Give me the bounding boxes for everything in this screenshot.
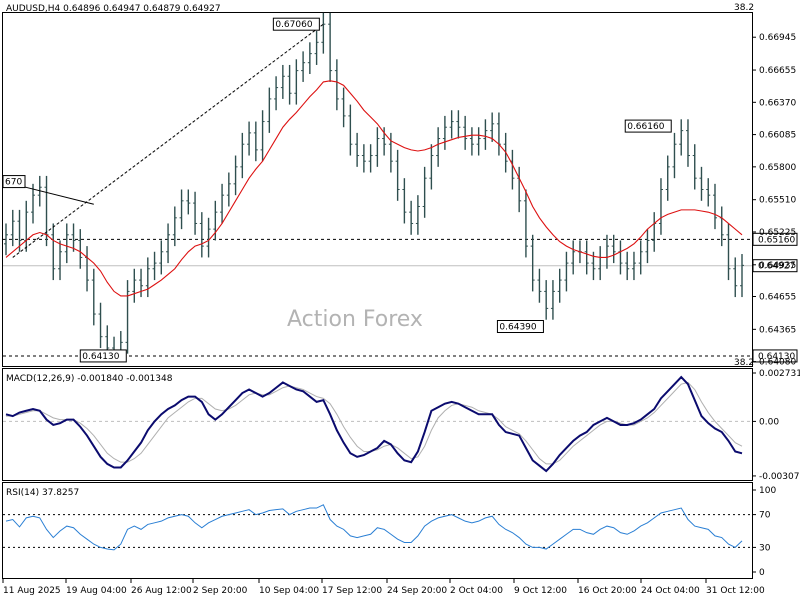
price-annotation-box: [272, 17, 320, 31]
macd-header: MACD(12,26,9) -0.001840 -0.001348: [6, 374, 173, 384]
x-tick-label: 24 Sep 20:00: [387, 586, 447, 596]
rsi-tick-label: 70: [759, 511, 771, 521]
current-price-box: [752, 259, 798, 273]
price-tick-label: 0.64080: [759, 358, 796, 368]
price-tick-label: 0.64935: [759, 261, 796, 271]
x-tick-label: 17 Sep 12:00: [322, 586, 382, 596]
x-tick-label: 19 Aug 04:00: [66, 586, 127, 596]
price-annotation-box: [496, 320, 544, 334]
price-annotation-box: [624, 119, 672, 133]
price-annotation-box: [79, 349, 127, 363]
x-tick-label: 16 Oct 20:00: [578, 586, 637, 596]
price-tick-label: 0.65510: [759, 196, 796, 206]
x-tick-label: 10 Sep 04:00: [259, 586, 319, 596]
macd-line: [5, 375, 743, 473]
macd-tick-label: 0.002731: [759, 369, 800, 379]
fib-label-bottom: 38.2: [734, 358, 754, 368]
price-tick-label: 0.66945: [759, 33, 796, 43]
price-tick-label: 0.65225: [759, 228, 796, 238]
x-tick-label: 24 Oct 04:00: [641, 586, 700, 596]
price-tick-label: 0.64365: [759, 325, 796, 335]
rsi-tick-label: 0: [759, 568, 765, 578]
rsi-tick-label: 100: [759, 486, 776, 496]
price-tick-label: 0.66655: [759, 66, 796, 76]
price-tick-label: 0.65800: [759, 163, 796, 173]
x-tick-label: 2 Oct 04:00: [450, 586, 503, 596]
x-tick-label: 11 Aug 2025: [3, 586, 61, 596]
price-panel: [2, 12, 753, 367]
price-tick-label: 0.64655: [759, 292, 796, 302]
level-line-label: 0.65160: [758, 235, 795, 245]
rsi-tick-label: 30: [759, 543, 771, 553]
rsi-panel: [2, 482, 753, 579]
level-line-box: [752, 232, 798, 246]
x-tick-label: 2 Sep 20:00: [193, 586, 248, 596]
support-line-label: 0.64130: [758, 352, 795, 362]
fib-label-top: 38.2: [734, 3, 754, 13]
price-tick-label: 0.66085: [759, 131, 796, 141]
price-annotation-box: [2, 175, 26, 189]
support-line-box: [752, 349, 798, 363]
price-header: AUDUSD,H4 0.64896 0.64947 0.64879 0.6492…: [6, 4, 221, 14]
x-tick-label: 9 Oct 12:00: [514, 586, 567, 596]
price-annotation-label: 0.66160: [627, 122, 664, 132]
price-annotation-label: 0.64390: [499, 323, 536, 333]
x-tick-label: 26 Aug 12:00: [131, 586, 192, 596]
rsi-line: [5, 504, 743, 551]
watermark: Action Forex: [287, 307, 423, 332]
price-annotation-label: 670: [5, 178, 22, 188]
macd-panel: [2, 368, 753, 481]
current-price-label: 0.64927: [758, 262, 795, 272]
x-tick-label: 31 Oct 12:00: [706, 586, 765, 596]
macd-tick-label: -0.003077: [759, 472, 800, 482]
price-annotation-label: 0.67060: [275, 20, 312, 30]
price-annotation-label: 0.64130: [82, 352, 119, 362]
rsi-header: RSI(14) 37.8257: [6, 488, 79, 498]
macd-tick-label: 0.00: [759, 417, 779, 427]
price-tick-label: 0.66370: [759, 98, 796, 108]
moving-average-line: [5, 80, 743, 297]
trendline-dotted: [12, 23, 324, 258]
